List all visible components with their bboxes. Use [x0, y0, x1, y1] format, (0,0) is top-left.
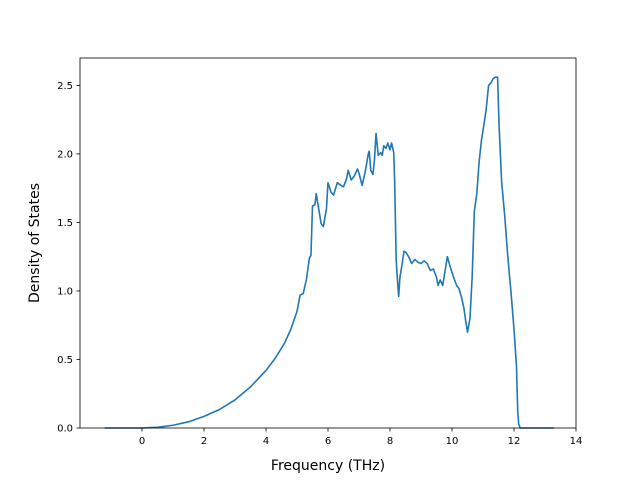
y-axis-label: Density of States: [27, 183, 43, 303]
y-tick-label: 0.5: [57, 355, 73, 366]
x-tick-label: 10: [446, 436, 459, 447]
x-tick-label: 12: [508, 436, 521, 447]
y-tick-label: 2.5: [57, 81, 73, 92]
x-tick-label: 2: [201, 436, 207, 447]
dos-series-line: [104, 76, 555, 429]
y-tick-label: 1.0: [57, 286, 73, 297]
x-axis-ticks: 0 2 4 6 8 10 12 14: [139, 428, 583, 447]
y-tick-label: 2.0: [57, 149, 73, 160]
x-tick-label: 8: [387, 436, 393, 447]
y-axis-ticks: 0.0 0.5 1.0 1.5 2.0 2.5: [57, 81, 80, 435]
x-tick-label: 4: [263, 436, 269, 447]
y-tick-label: 1.5: [57, 218, 73, 229]
plot-area: [104, 76, 555, 429]
x-tick-label: 14: [570, 436, 583, 447]
x-tick-label: 0: [139, 436, 145, 447]
x-tick-label: 6: [325, 436, 331, 447]
x-axis-label: Frequency (THz): [271, 458, 385, 474]
y-tick-label: 0.0: [57, 424, 73, 435]
